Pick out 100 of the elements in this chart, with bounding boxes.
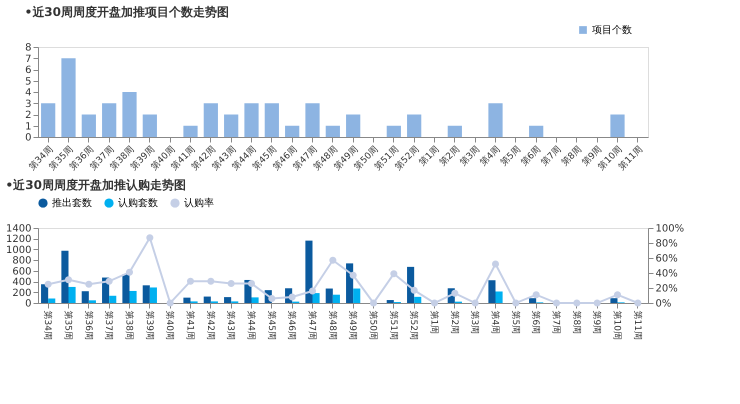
bar [326,288,333,303]
bar [312,293,320,303]
point [410,286,418,294]
point [634,299,642,307]
x-tick-label: 第50周 [368,310,378,340]
point [308,287,316,295]
y-tick-label: 7 [25,54,32,65]
point [288,293,296,301]
point [532,291,540,298]
chart-title: •近30周周度开盘加推认购走势图 [6,178,186,192]
y-tick-label: 5 [25,76,32,88]
bar [183,126,198,137]
bar [332,294,340,303]
point [492,260,500,268]
bar [224,297,232,303]
y-tick-label: 200 [12,288,32,299]
x-tick-label: 第39周 [144,310,155,340]
y-tick-label: 1000 [6,244,32,256]
x-tick-label: 第35周 [62,310,74,340]
bar [496,291,503,303]
point [85,280,92,288]
bar [122,92,137,137]
chart-title: •近30周周度开盘加推项目个数走势图 [24,5,230,19]
x-tick-label: 第52周 [408,310,420,340]
x-tick-label: 第42周 [204,310,216,340]
y-tick-label: 4 [25,88,32,98]
bar [353,288,360,303]
bar [414,296,422,303]
bar [41,284,48,303]
x-tick-label: 第7周 [550,310,562,334]
bar [183,298,190,303]
point [472,299,479,307]
x-tick-label: 第38周 [124,310,134,340]
bar [61,250,68,303]
bar [130,290,137,303]
point [44,280,52,288]
x-tick-label: 第8周 [570,310,582,334]
point [146,234,154,242]
x-tick-label: 第41周 [184,310,196,340]
point [430,299,438,307]
x-tick-label: 第40周 [164,310,176,340]
x-tick-label: 第36周 [82,310,94,340]
bar [204,296,211,303]
y2-tick-label: 0% [656,298,672,310]
y2-tick-label: 80% [656,238,678,250]
bar [529,298,536,303]
x-tick-label: 第3周 [469,310,480,334]
y-tick-label: 600 [12,266,32,278]
bar [386,126,401,137]
point [64,276,72,284]
x-tick-label: 第6周 [530,310,542,334]
x-tick-label: 第37周 [103,310,114,340]
y-tick-label: 3 [25,98,32,110]
bar [142,285,150,303]
x-tick-label: 第1周 [428,310,440,334]
bar [68,286,76,303]
y-tick-label: 0 [25,298,32,310]
point [350,272,357,279]
bar [529,126,544,137]
y-tick-label: 1400 [6,224,32,234]
x-tick-label: 第34周 [42,310,54,340]
point [451,290,458,297]
bar [448,126,462,137]
bar [109,296,116,303]
bar [407,114,422,137]
y-tick-label: 2 [25,110,32,121]
bar [61,58,76,137]
bar [610,298,618,303]
bar [88,300,96,303]
bar [82,114,96,137]
point [207,278,214,285]
x-tick-label: 第4周 [490,310,500,334]
bar [204,103,218,137]
x-tick-label: 第43周 [225,310,236,340]
point [186,278,194,285]
bar [252,297,259,303]
bar [488,280,496,303]
x-tick-label: 第11周 [632,310,643,340]
bar [48,298,56,303]
point [268,294,276,302]
bar [305,240,312,303]
bar [346,114,360,137]
y-tick-label: 1 [25,121,32,132]
bar [326,126,340,137]
x-tick-label: 第48周 [326,310,338,340]
bar [488,103,503,137]
bar [122,274,130,303]
point [370,299,378,307]
x-tick-label: 第44周 [246,310,256,340]
point [390,270,398,278]
y2-tick-label: 60% [656,254,678,264]
bar [82,291,89,303]
y-tick-label: 800 [12,256,32,267]
bar [264,103,279,137]
x-tick-label: 第51周 [388,310,399,340]
point [248,280,256,288]
bar [41,103,56,137]
y2-tick-label: 20% [656,284,678,294]
bar [285,126,300,137]
legend-label: 项目个数 [592,24,632,36]
